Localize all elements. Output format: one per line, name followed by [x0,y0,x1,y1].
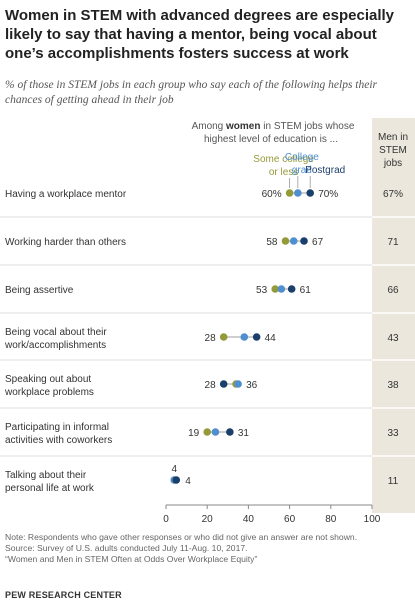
men-column-header-line2: STEM [379,145,407,156]
category-label: Being vocal about their [5,327,107,338]
value-label-right: 70% [318,189,338,200]
men-value: 33 [387,428,399,439]
legend-label-college-grad: College [285,152,319,163]
category-label: Talking about their [5,470,87,481]
value-label-left: 28 [205,380,217,391]
value-label-left: 4 [171,464,177,475]
dot-postgrad [219,380,228,388]
value-label-right: 4 [185,476,191,487]
dot-some-college-or-less [271,285,279,293]
value-label-right: 36 [246,380,258,391]
value-label-left: 60% [262,189,282,200]
value-label-left: 58 [266,237,278,248]
category-label: activities with coworkers [5,435,112,446]
dot-college-grad [289,237,298,245]
dot-college-grad [240,333,249,341]
value-label-left: 28 [205,333,217,344]
men-value: 38 [387,380,399,391]
category-label: Speaking out about [5,374,91,385]
women-group-header: Among women in STEM jobs whose [192,121,355,132]
category-label: work/accomplishments [4,340,106,351]
category-label: personal life at work [5,483,95,494]
category-label: Working harder than others [5,237,126,248]
men-value: 67% [383,189,403,200]
value-label-right: 67 [312,237,324,248]
women-group-header-before: Among [192,121,226,132]
pew-logo-text: PEW RESEARCH CENTER [5,590,122,600]
x-tick-label: 100 [364,514,381,525]
dot-postgrad [172,476,181,484]
dot-some-college-or-less [203,428,211,436]
chart-title: Women in STEM with advanced degrees are … [5,7,395,62]
category-label: Being assertive [5,285,74,296]
chart-subtitle: % of those in STEM jobs in each group wh… [5,79,378,106]
dot-postgrad [300,237,308,245]
dot-some-college-or-less [285,189,294,197]
dot-postgrad [287,285,296,293]
men-column-header-line1: Men in [378,132,408,143]
category-label: workplace problems [4,387,94,398]
dot-college-grad [234,380,242,388]
category-label: Participating in informal [5,422,109,433]
dot-college-grad [294,189,302,197]
value-label-left: 19 [188,428,200,439]
x-tick-label: 20 [202,514,214,525]
dot-postgrad [306,189,315,197]
women-group-header-line2: highest level of education is ... [204,134,338,145]
men-column-background [372,118,415,513]
men-value: 66 [387,285,399,296]
value-label-right: 31 [238,428,250,439]
men-value: 11 [388,476,399,487]
dot-college-grad [211,428,220,436]
source-text: Source: Survey of U.S. adults conducted … [5,543,248,553]
value-label-right: 44 [265,333,277,344]
x-tick-label: 0 [163,514,169,525]
dot-some-college-or-less [281,237,290,245]
value-label-left: 53 [256,285,268,296]
note-text: Note: Respondents who gave other respons… [5,532,358,542]
dot-some-college-or-less [219,333,228,341]
legend-label-some-college-or-less: Some college [253,154,314,165]
category-label: Having a workplace mentor [5,189,127,200]
value-label-right: 61 [300,285,312,296]
dot-postgrad [252,333,261,341]
men-value: 71 [387,237,399,248]
report-title-text: “Women and Men in STEM Often at Odds Ove… [5,554,258,564]
men-value: 43 [387,333,399,344]
dot-college-grad [277,285,286,293]
x-tick-label: 40 [243,514,255,525]
women-group-header-bold: women [225,121,260,132]
women-group-header-after: in STEM jobs whose [260,121,354,132]
legend-label-some-college-or-less: or less [269,167,298,178]
legend-label-college-grad: grad [292,165,312,176]
x-tick-label: 60 [284,514,296,525]
legend-label-postgrad: Postgrad [305,165,345,176]
dot-postgrad [226,428,234,436]
men-column-header-line3: jobs [383,158,402,169]
x-tick-label: 80 [325,514,337,525]
